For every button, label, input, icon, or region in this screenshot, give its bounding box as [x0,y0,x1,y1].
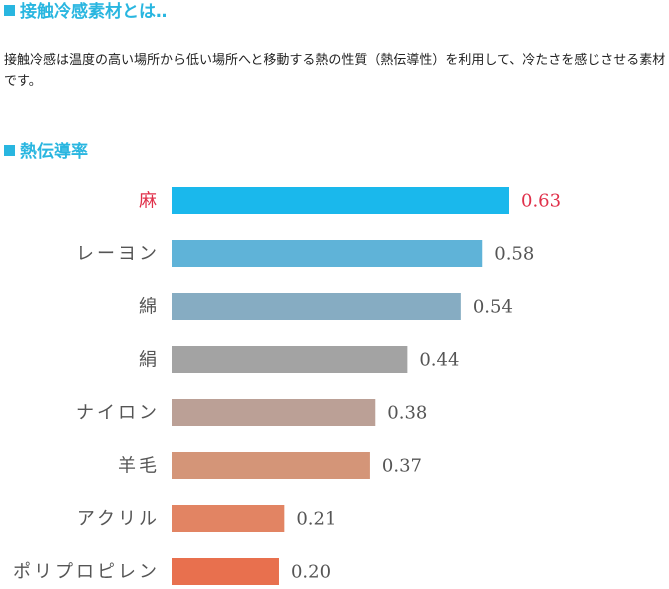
description-text: 接触冷感は温度の高い場所から低い場所へと移動する熱の性質（熱伝導性）を利用して、… [4,53,666,89]
bar [172,187,509,214]
square-bullet-icon [4,5,15,16]
value-label: 0.58 [494,244,534,265]
value-label: 0.37 [382,456,422,477]
category-label: 綿 [139,297,160,318]
bar [172,293,461,320]
bar [172,558,279,585]
category-label: ナイロン [76,403,160,424]
bar [172,505,285,532]
bar [172,452,370,479]
section-heading-thermal-conductivity: 熱伝導率 [4,142,88,162]
section-heading-text: 接触冷感素材とは‥ [20,2,168,22]
bar [172,240,483,267]
thermal-conductivity-bar-chart: 麻 0.63 レーヨン 0.58 綿 0.54 絹 0.44 ナイロン 0.38 羊毛 0.37 アクリ… [13,187,561,585]
value-label: 0.44 [419,350,459,371]
bar [172,346,408,373]
square-bullet-icon [4,145,15,156]
value-label: 0.20 [291,562,331,583]
value-label: 0.63 [521,191,561,212]
value-label: 0.38 [387,403,427,424]
category-label: 麻 [139,191,160,212]
section-heading-text: 熱伝導率 [20,142,88,162]
category-label: アクリル [77,509,160,530]
bar [172,399,376,426]
category-label: ポリプロピレン [13,562,160,583]
category-label: レーヨン [76,244,160,265]
category-label: 羊毛 [118,456,160,477]
section-heading-cooling-material: 接触冷感素材とは‥ [4,2,167,22]
value-label: 0.21 [296,509,336,530]
value-label: 0.54 [473,297,513,318]
category-label: 絹 [139,350,160,371]
